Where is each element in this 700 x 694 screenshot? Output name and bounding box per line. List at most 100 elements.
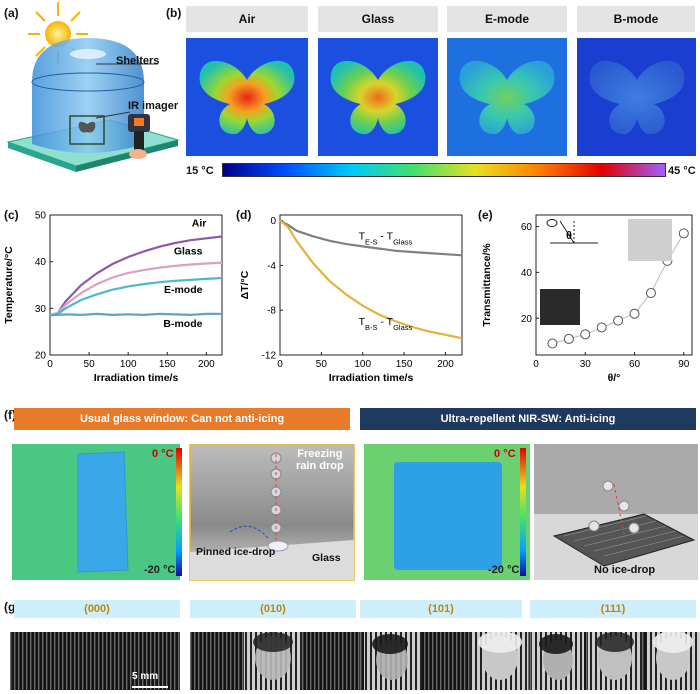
g-image-010 [190, 632, 360, 690]
x-tick-label: 100 [120, 359, 137, 370]
chart-temperature: 0 50 100 150 200 20 30 40 50 Irradiation time/s Te… [3, 211, 223, 384]
ir-camera-icon [128, 114, 150, 159]
data-point [678, 228, 689, 239]
delta-series-line [279, 219, 463, 340]
y-tick-label: 20 [521, 314, 533, 325]
y-tick-label: -4 [267, 261, 276, 272]
f-left-thi: 0 °C [152, 448, 174, 460]
shelters-label: Shelters [116, 55, 160, 67]
data-point [629, 308, 640, 319]
x-tick-label: 100 [354, 359, 371, 370]
x-tick-label: 60 [629, 359, 641, 370]
y-axis-label: Transmittance/% [481, 243, 493, 327]
data-point [563, 333, 574, 344]
g-grating-images [10, 632, 700, 690]
series-label: Glass [174, 246, 203, 258]
scale-max: 45 °C [668, 165, 696, 177]
f-left-tlo: -20 °C [144, 564, 176, 576]
g-header-000: (000) [14, 600, 180, 618]
x-tick-label: 200 [437, 359, 454, 370]
panel-b-label: (b) [166, 6, 182, 20]
delta-series-label: TB-S - TGlass [359, 316, 413, 332]
b-thermal-images [186, 38, 696, 156]
x-tick-label: 90 [678, 359, 690, 370]
ir-imager-label: IR imager [128, 100, 179, 112]
no-ice-label: No ice-drop [594, 564, 656, 576]
x-axis-label: θ/° [608, 372, 621, 384]
inset-photo-top [628, 219, 672, 261]
f-thermal-nir-sw [364, 444, 530, 580]
y-tick-label: 0 [270, 216, 276, 227]
plot-frame [535, 214, 693, 356]
panel-d-label: (d) [236, 208, 252, 222]
f-images [12, 444, 698, 581]
freezing-label: Freezing rain drop [296, 448, 344, 472]
x-tick-label: 0 [277, 359, 283, 370]
x-axis-label: Irradiation time/s [329, 372, 414, 384]
y-tick-label: -8 [267, 306, 276, 317]
delta-series-line [279, 219, 463, 257]
thermal-b-mode [577, 38, 696, 156]
y-tick-label: 50 [35, 211, 47, 222]
y-tick-label: 40 [521, 268, 533, 279]
x-tick-label: 0 [47, 359, 53, 370]
scalebar-label: 5 mm [132, 671, 159, 682]
series-line-glass [49, 261, 223, 317]
plot-frame [49, 214, 223, 356]
x-tick-label: 30 [580, 359, 592, 370]
f-photo-glass [189, 444, 355, 581]
y-tick-label: 40 [35, 257, 47, 268]
f-photo-nir-sw [534, 444, 698, 580]
plot-frame [279, 214, 463, 356]
f-right-thi: 0 °C [494, 448, 516, 460]
thermal-glass [318, 38, 438, 156]
x-axis-label: Irradiation time/s [94, 372, 179, 384]
inset-photo-bottom [540, 289, 580, 325]
b-header-glass: Glass [318, 6, 438, 32]
y-tick-label: 30 [35, 304, 47, 315]
b-header-air: Air [186, 6, 308, 32]
temperature-colorbar [222, 163, 666, 177]
y-tick-label: 60 [521, 222, 533, 233]
g-image-111 [530, 632, 700, 690]
series-line-air [49, 235, 223, 317]
x-tick-label: 0 [533, 359, 539, 370]
data-point [596, 322, 607, 333]
x-tick-label: 150 [396, 359, 413, 370]
series-label: B-mode [163, 318, 202, 330]
g-header-111: (111) [530, 600, 696, 618]
series-line-b-mode [49, 312, 222, 317]
b-header-b-mode: B-mode [577, 6, 695, 32]
panel-f-label: (f) [4, 408, 16, 422]
inset-ray [559, 220, 575, 244]
x-tick-label: 200 [198, 359, 215, 370]
scale-min: 15 °C [186, 165, 214, 177]
eye-icon [546, 219, 558, 227]
glass-label: Glass [312, 552, 341, 564]
g-header-010: (010) [190, 600, 356, 618]
data-point [547, 338, 558, 349]
panel-e-label: (e) [478, 208, 493, 222]
g-image-000 [10, 632, 180, 690]
y-axis-label: Temperature/°C [3, 246, 15, 324]
delta-series-label: TE-S - TGlass [359, 231, 413, 247]
pinned-label: Pinned ice-drop [196, 546, 276, 558]
series-label: E-mode [164, 284, 203, 296]
x-tick-label: 150 [159, 359, 176, 370]
chart-delta-t: 0 50 100 150 200 0 -4 -8 -12 Irradiation time/s ΔT… [239, 214, 463, 384]
x-tick-label: 50 [84, 359, 96, 370]
panel-c-label: (c) [4, 208, 19, 222]
y-tick-label: -12 [262, 351, 277, 362]
chart-transmittance: 0 30 60 90 20 40 60 θ/° Transmittance/% θ [481, 214, 693, 384]
b-header-e-mode: E-mode [447, 6, 567, 32]
y-axis-label: ΔT/°C [239, 270, 251, 299]
series-line-e-mode [49, 276, 223, 317]
f-right-tlo: -20 °C [488, 564, 520, 576]
series-label: Air [192, 218, 207, 230]
left-banner: Usual glass window: Can not anti-icing [14, 408, 350, 430]
butterfly-icon [78, 121, 96, 133]
f-thermal-glass [12, 444, 182, 580]
panel-a-label: (a) [4, 6, 19, 20]
data-point [580, 329, 591, 340]
theta-label: θ [566, 230, 572, 242]
